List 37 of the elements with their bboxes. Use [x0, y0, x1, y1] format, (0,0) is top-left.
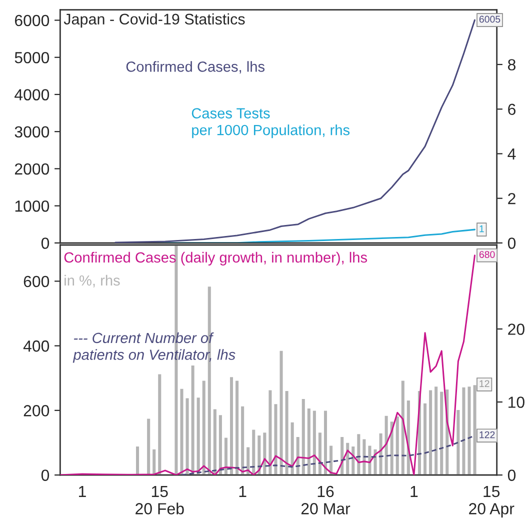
y-tick-label: 6000 — [14, 14, 50, 26]
x-tick-label: 1 — [239, 486, 246, 497]
text: Confirmed Cases (daily growth, in number), lhs — [64, 252, 368, 266]
bar — [134, 445, 140, 476]
y2-tick-label: 10 — [508, 396, 524, 408]
y-tick-label: 400 — [23, 340, 50, 352]
y2-tick-label: 0 — [508, 238, 516, 249]
x-tick-label: 16 20 Mar — [301, 486, 350, 514]
y2-tick-label: 6 — [508, 104, 516, 116]
y-tick-label: 3000 — [14, 126, 50, 138]
y-tick-label: 0 — [41, 470, 50, 481]
data-label: 680 — [479, 251, 495, 258]
y2-tick-label: 2 — [508, 192, 516, 204]
x-tick-label: 1 — [410, 486, 418, 497]
y-tick-label: 600 — [24, 276, 50, 288]
x-tick-label: 15 20 Apr — [469, 486, 514, 518]
y2-tick-label: 4 — [508, 148, 516, 160]
chart-title: Japan - Covid-19 Statistics — [64, 13, 245, 28]
y-tick-label: 4000 — [14, 89, 50, 100]
data-label: 1 — [480, 225, 484, 232]
y2-tick-label: 20 — [508, 324, 524, 335]
y-tick-label: 2000 — [14, 163, 50, 175]
data-label: 122 — [480, 431, 495, 438]
y-tick-label: 200 — [24, 405, 50, 416]
y-tick-label: 5000 — [14, 52, 50, 64]
y-tick-label: 0 — [41, 238, 50, 249]
text: Confirmed Cases, lhs — [126, 61, 265, 74]
x-tick-label: 15 20 Feb — [136, 486, 184, 514]
y2-tick-label: 8 — [508, 59, 516, 70]
data-label: 12 — [480, 380, 490, 387]
text: in %, rhs — [64, 274, 120, 288]
y2-tick-label: 0 — [508, 470, 516, 481]
text: --- Current Number of patients on Ventilator, lhs — [72, 332, 236, 363]
data-label: 6005 — [479, 16, 500, 23]
x-tick-label: 1 — [79, 486, 86, 497]
text: Cases Tests per 1000 Population, rhs — [192, 108, 350, 138]
y-tick-label: 1000 — [15, 200, 50, 212]
